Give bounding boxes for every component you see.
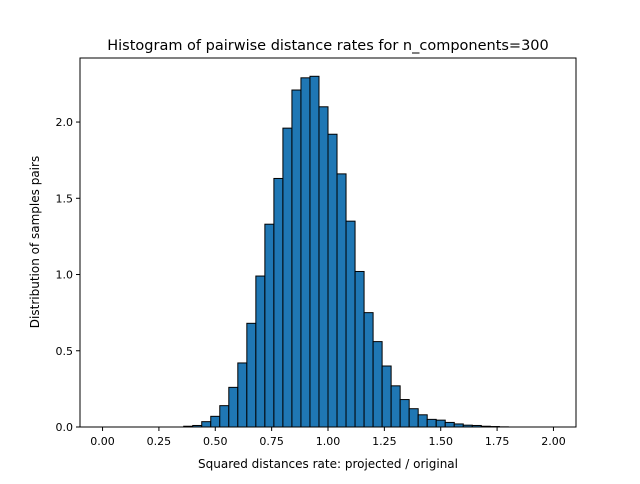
x-tick-label: 1.75 <box>485 435 510 448</box>
x-tick-label: 0.25 <box>147 435 172 448</box>
x-tick-label: 1.25 <box>372 435 397 448</box>
histogram-bar <box>391 386 400 427</box>
histogram-bar <box>418 415 427 427</box>
histogram-bar <box>337 174 346 427</box>
histogram-bar <box>364 313 373 427</box>
histogram-bar <box>382 366 391 427</box>
histogram-bar <box>310 76 319 427</box>
histogram-bar <box>445 422 454 427</box>
histogram-bar <box>274 178 283 427</box>
histogram-bar <box>409 409 418 427</box>
x-tick-label: 1.00 <box>316 435 341 448</box>
histogram-bar <box>247 323 256 427</box>
histogram-bar <box>301 78 310 427</box>
histogram-bar <box>400 400 409 427</box>
histogram-bar <box>292 90 301 427</box>
x-tick-label: 1.50 <box>428 435 453 448</box>
y-tick-label: 0.5 <box>56 345 74 358</box>
histogram-bar <box>265 224 274 427</box>
histogram-bar <box>256 276 265 427</box>
x-tick-label: 0.00 <box>90 435 115 448</box>
histogram-bar <box>211 416 220 427</box>
histogram-bar <box>238 363 247 427</box>
x-axis-label: Squared distances rate: projected / orig… <box>198 457 458 471</box>
histogram-bar <box>319 107 328 427</box>
histogram-bar <box>202 422 211 427</box>
histogram-bar <box>328 134 337 427</box>
chart-title: Histogram of pairwise distance rates for… <box>107 38 549 54</box>
histogram-bar <box>427 419 436 427</box>
histogram-bar <box>229 387 238 427</box>
histogram-bar <box>373 342 382 427</box>
y-tick-label: 0.0 <box>56 421 74 434</box>
y-tick-label: 1.5 <box>56 192 74 205</box>
y-axis-label: Distribution of samples pairs <box>28 156 42 328</box>
histogram-bar <box>283 128 292 427</box>
histogram-bar <box>436 420 445 427</box>
x-tick-label: 0.75 <box>259 435 284 448</box>
y-tick-label: 2.0 <box>56 116 74 129</box>
y-tick-label: 1.0 <box>56 269 74 282</box>
histogram-bar <box>220 406 229 427</box>
x-tick-label: 2.00 <box>541 435 566 448</box>
histogram-bar <box>355 271 364 427</box>
x-tick-label: 0.50 <box>203 435 228 448</box>
histogram-bar <box>346 221 355 427</box>
